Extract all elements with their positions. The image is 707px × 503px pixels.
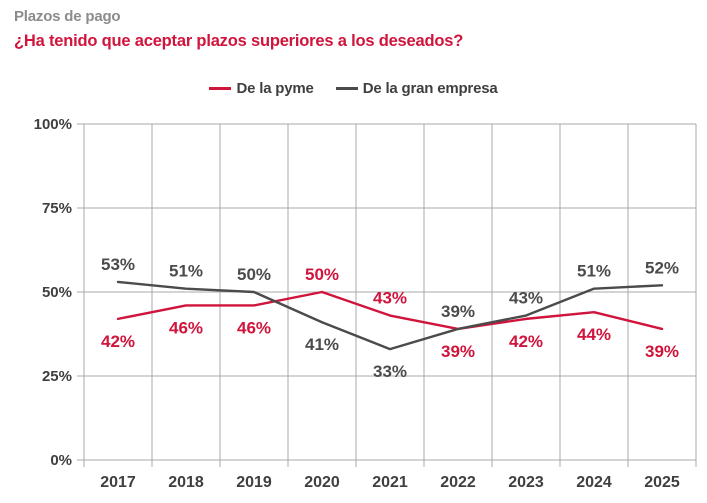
x-axis-tick-label: 2023 — [508, 474, 544, 491]
x-axis-tick-label: 2020 — [304, 474, 340, 491]
y-axis-tick-label: 0% — [50, 452, 72, 469]
series-line-de-la-pyme — [116, 290, 664, 331]
x-axis-tick-label: 2018 — [168, 474, 204, 491]
y-axis-tick-label: 100% — [34, 116, 72, 133]
gran-empresa-line-swatch-icon — [335, 87, 358, 90]
x-axis-tick-label: 2017 — [100, 474, 136, 491]
data-label: 33% — [373, 362, 407, 381]
legend: De la pyme De la gran empresa — [0, 80, 707, 97]
chart-question-title: ¿Ha tenido que aceptar plazos superiores… — [14, 32, 464, 50]
data-label: 51% — [577, 262, 611, 281]
data-label: 39% — [645, 342, 679, 361]
data-label: 42% — [101, 332, 135, 351]
page-title: Plazos de pago — [14, 8, 121, 25]
x-axis-tick-label: 2021 — [372, 474, 408, 491]
data-label: 50% — [237, 265, 271, 284]
data-label: 43% — [373, 289, 407, 308]
y-axis-tick-label: 50% — [42, 284, 72, 301]
data-label: 53% — [101, 255, 135, 274]
data-label: 50% — [305, 265, 339, 284]
data-label: 39% — [441, 342, 475, 361]
x-axis-tick-label: 2022 — [440, 474, 476, 491]
data-label: 41% — [305, 335, 339, 354]
legend-label-gran-empresa: De la gran empresa — [362, 80, 498, 97]
data-label: 46% — [169, 318, 203, 337]
legend-item-pyme: De la pyme — [209, 80, 314, 97]
series-line-de-la-gran-empresa — [116, 280, 664, 351]
data-label: 46% — [237, 318, 271, 337]
x-axis-tick-label: 2025 — [644, 474, 680, 491]
x-axis-tick-label: 2024 — [576, 474, 612, 491]
data-label: 52% — [645, 258, 679, 277]
pyme-line-swatch-icon — [209, 87, 232, 90]
legend-label-pyme: De la pyme — [236, 80, 314, 97]
x-axis-tick-label: 2019 — [236, 474, 272, 491]
y-axis-tick-label: 75% — [42, 200, 72, 217]
y-axis-tick-label: 25% — [42, 368, 72, 385]
data-label: 44% — [577, 325, 611, 344]
data-label: 51% — [169, 262, 203, 281]
data-label: 42% — [509, 332, 543, 351]
legend-item-gran-empresa: De la gran empresa — [335, 80, 498, 97]
data-label: 39% — [441, 302, 475, 321]
data-label: 43% — [509, 289, 543, 308]
